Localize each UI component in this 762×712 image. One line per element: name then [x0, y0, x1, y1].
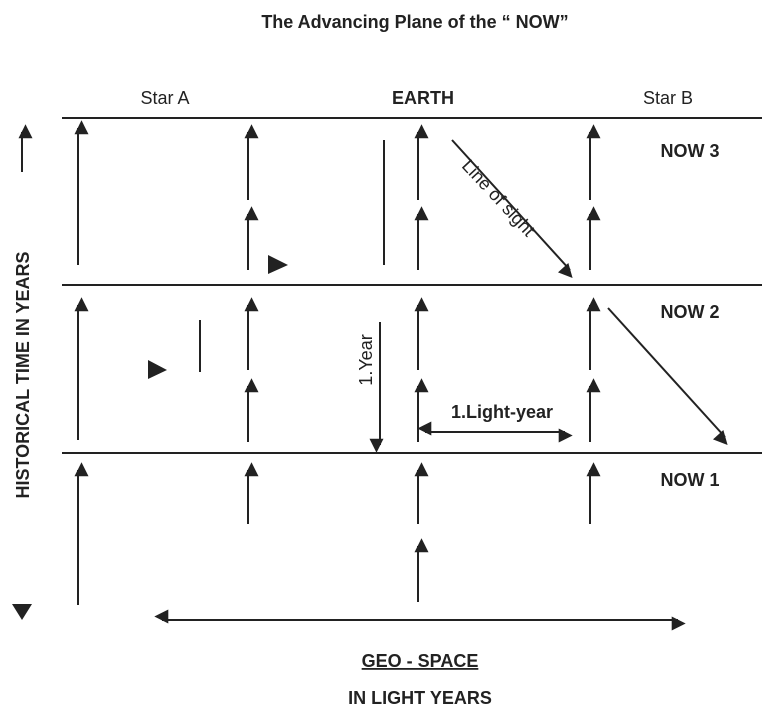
arrows — [18, 120, 728, 605]
light-year-label: 1.Light-year — [451, 402, 553, 422]
x-axis-label: IN LIGHT YEARS — [348, 688, 492, 708]
y-axis-label: HISTORICAL TIME IN YEARS — [13, 251, 33, 498]
plane-label: NOW 2 — [660, 302, 719, 322]
column-label: Star A — [140, 88, 189, 108]
column-label: Star B — [643, 88, 693, 108]
title: The Advancing Plane of the “ NOW” — [261, 12, 568, 32]
plane-label: NOW 1 — [660, 470, 719, 490]
column-label: EARTH — [392, 88, 454, 108]
double-arrows — [154, 421, 686, 631]
shapes — [12, 140, 385, 620]
plane-label: NOW 3 — [660, 141, 719, 161]
year-label: 1.Year — [356, 334, 376, 385]
x-axis-label: GEO - SPACE — [362, 651, 479, 671]
line-of-sight-label: Line of sight — [458, 156, 539, 241]
planes — [62, 117, 762, 454]
